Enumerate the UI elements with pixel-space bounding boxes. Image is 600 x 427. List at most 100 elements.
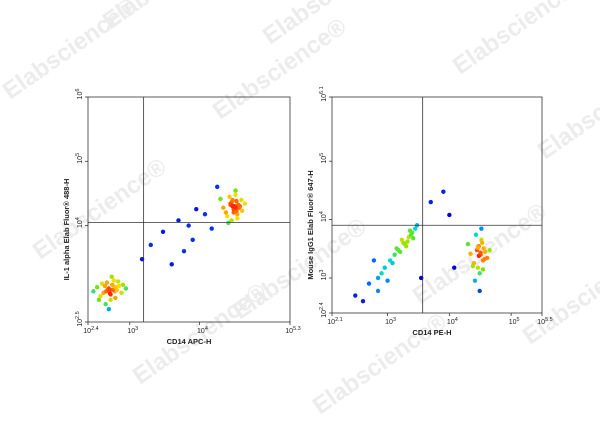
tick-label: 104 (75, 217, 84, 228)
tick-label: 102.1 (327, 317, 342, 326)
event-dot (108, 297, 113, 303)
event-dot (116, 283, 122, 289)
event-dot (107, 287, 112, 293)
tick-exponent: 5 (75, 153, 81, 156)
tick-exponent: 2.4 (91, 326, 99, 332)
watermark: Elabscience® (448, 0, 592, 80)
event-dot (139, 256, 145, 262)
event-dot (481, 246, 486, 251)
event-dot (390, 260, 395, 266)
event-dot (473, 232, 479, 237)
tick-base: 10 (447, 319, 455, 326)
tick-base: 10 (77, 156, 84, 164)
event-dot (108, 292, 113, 297)
event-dot (235, 212, 240, 217)
event-dot (441, 189, 446, 194)
event-dot (98, 293, 103, 299)
tick-label: 105.5 (537, 317, 552, 326)
event-dot (223, 210, 229, 215)
event-dot (186, 223, 191, 228)
tick-base: 10 (77, 92, 84, 100)
event-dot (353, 293, 358, 298)
tick-exponent: 2.5 (75, 311, 81, 319)
event-dot (91, 289, 96, 294)
event-dot (360, 299, 366, 304)
event-dot (366, 281, 372, 286)
event-dot (209, 226, 214, 231)
tick-exponent: 5.5 (545, 317, 553, 323)
event-dot (202, 212, 208, 217)
event-dot (411, 236, 416, 241)
event-dot (392, 252, 397, 257)
event-dot (394, 246, 399, 251)
event-dot (233, 188, 238, 193)
plot: 102.1 103 104 105 105.5102.4103104105106.1CD… (306, 86, 553, 337)
event-dot (447, 212, 452, 218)
event-dot (103, 301, 108, 307)
event-dot (399, 237, 405, 243)
tick-base: 10 (285, 328, 293, 335)
event-dot (109, 274, 114, 279)
tick-base: 10 (321, 310, 328, 318)
event-dot (239, 208, 245, 213)
tick-exponent: 5 (319, 153, 325, 156)
event-dot (106, 307, 112, 312)
tick-label: 105 (319, 153, 328, 164)
event-dot (382, 265, 387, 270)
watermark: Elabscience® (533, 53, 600, 165)
tick-exponent: 3 (393, 317, 396, 323)
y-axis-label: IL-1 alpha Elab Fluor® 488-H (62, 179, 71, 281)
tick-exponent: 5 (516, 317, 519, 323)
tick-base: 10 (77, 220, 84, 228)
event-dot (119, 290, 124, 295)
tick-label: 105.3 (285, 326, 300, 335)
event-dot (181, 248, 187, 254)
event-dot (218, 196, 223, 202)
tick-label: 105 (75, 153, 84, 164)
watermark: Elabscience® (518, 238, 600, 350)
tick-exponent: 6 (75, 89, 81, 92)
event-dot (397, 249, 403, 255)
event-dot (169, 262, 174, 267)
event-dot (194, 206, 199, 212)
tick-label: 102.4 (319, 302, 328, 317)
event-dot (123, 286, 129, 291)
event-dot (470, 263, 476, 269)
plot-frame (331, 96, 543, 314)
tick-exponent: 2.4 (319, 302, 325, 310)
event-dot (115, 279, 121, 284)
event-dot (190, 237, 195, 243)
event-dot (452, 265, 457, 270)
tick-exponent: 3 (135, 326, 138, 332)
watermark: Elabscience® (28, 153, 172, 265)
tick-label: 104 (319, 211, 328, 222)
event-dot (235, 216, 240, 221)
event-dot (407, 228, 413, 233)
event-dot (465, 241, 471, 247)
event-dot (379, 271, 384, 276)
event-dot (215, 184, 220, 190)
event-dot (375, 288, 381, 294)
tick-label: 106.1 (319, 86, 328, 101)
tick-exponent: 2.1 (335, 317, 343, 323)
x-axis-label: CD14 APC-H (167, 337, 212, 346)
event-dot (402, 241, 408, 247)
event-dot (479, 226, 484, 231)
event-dot (478, 250, 483, 255)
event-dot (375, 275, 381, 281)
tick-label: 102.4 (83, 326, 98, 335)
event-dot (227, 194, 232, 200)
tick-base: 10 (327, 319, 335, 326)
tick-label: 105 (509, 317, 520, 326)
event-dot (236, 205, 242, 210)
event-dot (110, 282, 115, 287)
y-axis-label: Mouse IgG1 Elab Fluor® 647-H (306, 170, 315, 279)
tick-base: 10 (321, 273, 328, 281)
tick-exponent: 4 (319, 211, 325, 214)
event-dot (477, 288, 482, 294)
tick-base: 10 (197, 328, 205, 335)
event-dot (477, 271, 482, 276)
event-dot (113, 295, 118, 301)
